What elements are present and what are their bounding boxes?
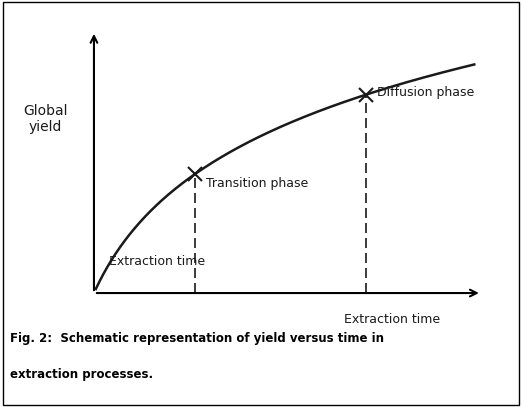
Text: extraction processes.: extraction processes. xyxy=(10,368,153,381)
Text: Diffusion phase: Diffusion phase xyxy=(377,85,474,98)
Text: Extraction time: Extraction time xyxy=(109,255,205,268)
Text: Global
yield: Global yield xyxy=(23,104,68,134)
Text: Fig. 2:  Schematic representation of yield versus time in: Fig. 2: Schematic representation of yiel… xyxy=(10,332,384,345)
Text: Extraction time: Extraction time xyxy=(344,313,441,326)
Text: Transition phase: Transition phase xyxy=(206,177,308,190)
